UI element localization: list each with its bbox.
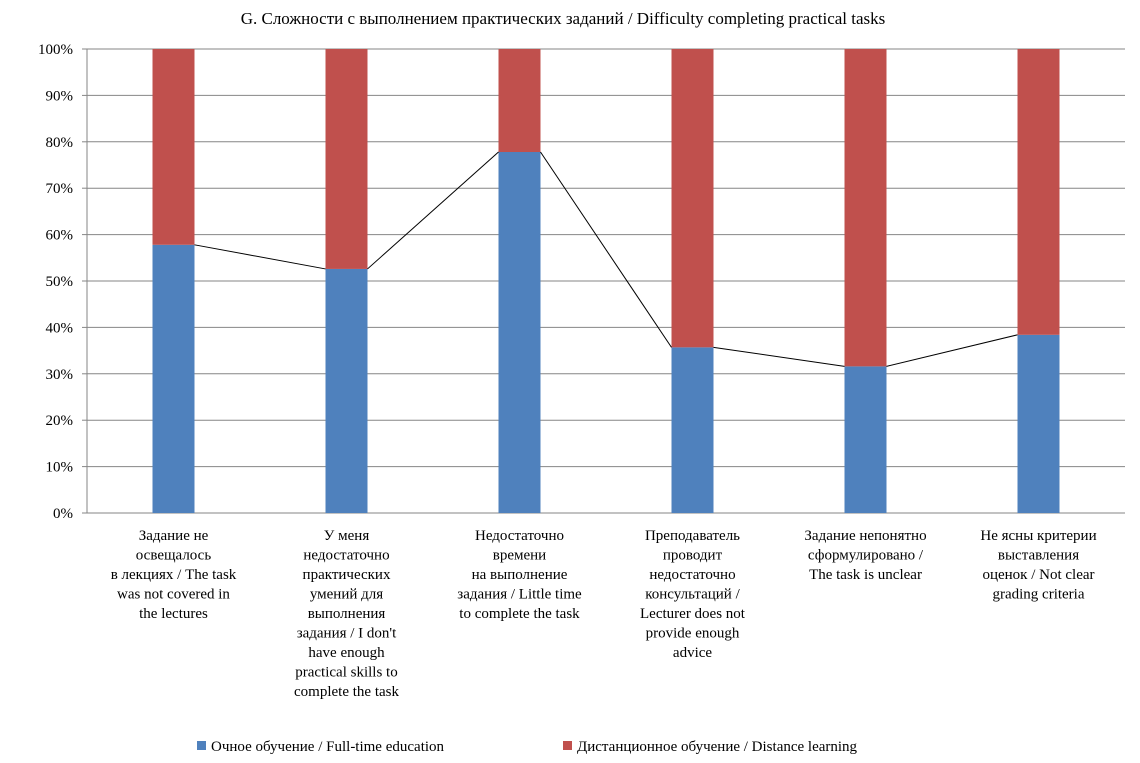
x-category-label-line: the lectures	[139, 606, 208, 622]
legend-label: Очное обучение / Full-time education	[211, 739, 445, 755]
y-tick-label: 90%	[46, 88, 74, 104]
y-tick-label: 50%	[46, 274, 74, 290]
x-category-label: Не ясны критерии выставления оценок / Not …	[980, 528, 1096, 603]
bar-distance	[1017, 49, 1060, 335]
x-category-label-line: проводит	[663, 548, 723, 564]
x-category-label-line: задания / I don't	[297, 626, 397, 642]
legend-swatch	[197, 741, 206, 750]
x-category-label-line: выставления	[998, 548, 1079, 564]
y-tick-label: 40%	[46, 320, 74, 336]
chart-title: G. Сложности с выполнением практических …	[241, 9, 886, 28]
bar-full-time	[844, 366, 887, 513]
x-category-label-line: освещалось	[136, 548, 212, 564]
x-category-label-line: The task is unclear	[809, 567, 922, 583]
x-category-label-line: to complete the task	[459, 606, 580, 622]
y-tick-label: 80%	[46, 135, 74, 151]
bar-full-time	[152, 244, 195, 514]
bar-full-time	[671, 347, 714, 513]
x-category-label-line: Не ясны критерии	[980, 528, 1096, 544]
x-category-label-line: complete the task	[294, 684, 399, 700]
bar-distance	[671, 49, 714, 348]
y-tick-label: 100%	[38, 42, 73, 58]
series-connector-line	[367, 151, 499, 270]
series-connector-line	[194, 244, 326, 270]
y-tick-label: 30%	[46, 367, 74, 383]
x-category-label: Задание непонятно сформулировано / The tas…	[804, 528, 926, 583]
x-category-label-line: выполнения	[308, 606, 386, 622]
x-category-label-line: was not covered in	[117, 587, 230, 603]
x-category-label-line: задания / Little time	[457, 587, 582, 603]
x-category-label-line: Недостаточно	[475, 528, 564, 544]
x-category-label: Недостаточно времени на выполнение задания …	[457, 528, 582, 622]
x-category-label-line: have enough	[308, 645, 385, 661]
x-category-label-line: умений для	[310, 587, 383, 603]
y-tick-label: 70%	[46, 181, 74, 197]
x-category-label-line: недостаточно	[649, 567, 735, 583]
x-category-label-line: advice	[673, 645, 712, 661]
x-category-label-line: практических	[303, 567, 391, 583]
y-tick-label: 10%	[46, 460, 74, 476]
x-category-label-line: консультаций /	[645, 587, 740, 603]
bar-distance	[844, 49, 887, 367]
x-category-label-line: Задание непонятно	[804, 528, 926, 544]
x-category-label-line: practical skills to	[295, 665, 397, 681]
x-category-label-line: сформулировано /	[808, 548, 924, 564]
x-category-label-line: У меня	[324, 528, 370, 544]
y-tick-label: 60%	[46, 228, 74, 244]
x-category-label-line: provide enough	[646, 626, 740, 642]
series-connector-line	[540, 151, 672, 348]
x-category-label-line: времени	[493, 548, 546, 564]
bar-distance	[325, 49, 368, 269]
series-connector-line	[886, 334, 1018, 367]
x-category-label-line: оценок / Not clear	[982, 567, 1094, 583]
x-category-label-line: недостаточно	[303, 548, 389, 564]
bar-distance	[152, 49, 195, 245]
series-connector-line	[713, 346, 845, 367]
bar-full-time	[498, 152, 541, 513]
bar-full-time	[325, 268, 368, 513]
x-category-label: Преподаватель проводит недостаточно консуль…	[640, 528, 746, 661]
y-tick-label: 20%	[46, 413, 74, 429]
x-category-label: У меня недостаточно практических умений для…	[294, 528, 399, 700]
legend-swatch	[563, 741, 572, 750]
x-category-label-line: Преподаватель	[645, 528, 740, 544]
bar-distance	[498, 49, 541, 153]
legend-label: Дистанционное обучение / Distance learni…	[577, 739, 858, 755]
y-tick-label: 0%	[53, 506, 73, 522]
x-category-label-line: Lecturer does not	[640, 606, 746, 622]
x-category-label-line: grading criteria	[992, 587, 1084, 603]
bar-full-time	[1017, 334, 1060, 513]
x-category-label-line: на выполнение	[472, 567, 568, 583]
x-category-label-line: в лекциях / The task	[111, 567, 237, 583]
x-category-label: Задание не освещалось в лекциях / The task…	[111, 528, 237, 622]
x-category-label-line: Задание не	[139, 528, 209, 544]
